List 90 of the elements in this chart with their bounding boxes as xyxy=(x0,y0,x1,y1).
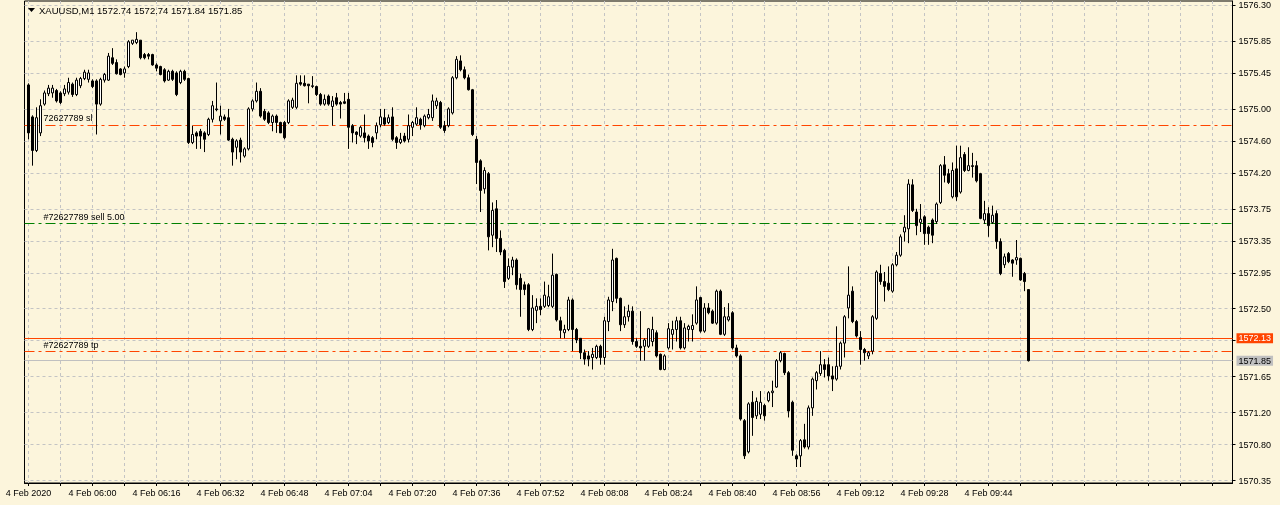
candlestick xyxy=(407,114,410,143)
candlestick xyxy=(867,350,870,360)
candlestick xyxy=(271,114,274,132)
x-tick-label: 4 Feb 07:36 xyxy=(452,487,501,498)
candlestick xyxy=(771,380,774,408)
candlestick xyxy=(195,130,198,150)
ref-line-label: 1571.85 xyxy=(1238,355,1272,366)
y-tick-label: 1572.50 xyxy=(1238,303,1272,314)
candlestick xyxy=(239,137,242,163)
candlestick xyxy=(167,69,170,82)
y-tick-label: 1575.45 xyxy=(1238,67,1272,78)
candlestick xyxy=(431,94,434,122)
x-tick-label: 4 Feb 09:44 xyxy=(964,487,1013,498)
candlestick xyxy=(87,69,90,84)
candlestick xyxy=(671,320,674,351)
candlestick xyxy=(847,265,850,319)
ref-line-label: 72627789 sl xyxy=(43,113,93,124)
candlestick xyxy=(71,82,74,98)
candlestick xyxy=(151,53,154,67)
candlestick xyxy=(199,128,202,150)
candlestick xyxy=(163,67,166,84)
y-tick-label: 1576.30 xyxy=(1238,0,1272,10)
candlestick xyxy=(371,135,374,148)
candlestick xyxy=(667,322,670,351)
x-tick-label: 4 Feb 06:32 xyxy=(196,487,245,498)
candlestick xyxy=(859,330,862,366)
candlestick xyxy=(127,39,130,69)
candlestick xyxy=(219,105,222,135)
y-tick-label: 1572.95 xyxy=(1238,267,1272,278)
ref-line-label: 1572.13 xyxy=(1238,333,1272,344)
candlestick xyxy=(495,199,498,253)
candlestick xyxy=(907,178,910,244)
candlestick xyxy=(587,350,590,367)
candlestick xyxy=(295,74,298,110)
x-tick-label: 4 Feb 07:20 xyxy=(388,487,437,498)
y-tick-label: 1574.20 xyxy=(1238,167,1272,178)
y-tick-label: 1573.75 xyxy=(1238,203,1272,214)
x-tick-label: 4 Feb 08:40 xyxy=(708,487,757,498)
y-tick-label: 1574.60 xyxy=(1238,135,1272,146)
candlestick xyxy=(915,208,918,236)
ref-line-label: #72627789 tp xyxy=(43,339,99,350)
y-tick-label: 1570.80 xyxy=(1238,439,1272,450)
chart-title: XAUUSD,M1 1572.74 1572.74 1571.84 1571.85 xyxy=(39,4,243,16)
x-tick-label: 4 Feb 09:12 xyxy=(836,487,885,498)
x-tick-label: 4 Feb 2020 xyxy=(5,487,52,498)
candlestick xyxy=(691,313,694,343)
x-tick-label: 4 Feb 07:52 xyxy=(516,487,565,498)
candlestick xyxy=(175,70,178,97)
candlestick xyxy=(527,282,530,332)
ref-line-label: #72627789 sell 5.00 xyxy=(43,211,125,222)
y-tick-label: 1573.35 xyxy=(1238,235,1272,246)
candlestick xyxy=(1027,289,1030,362)
candlestick xyxy=(663,353,666,371)
candlestick xyxy=(591,347,594,370)
candlestick xyxy=(75,77,78,97)
y-tick-label: 1571.65 xyxy=(1238,371,1272,382)
y-tick-label: 1570.35 xyxy=(1238,475,1272,486)
candlestick xyxy=(275,114,278,134)
candlestick xyxy=(631,305,634,346)
candlestick xyxy=(67,77,70,96)
y-tick-label: 1575.85 xyxy=(1238,35,1272,46)
candlestick xyxy=(55,88,58,104)
candlestick xyxy=(95,78,98,135)
x-tick-label: 4 Feb 08:56 xyxy=(772,487,821,498)
candlestick xyxy=(259,87,262,119)
x-tick-label: 4 Feb 08:08 xyxy=(580,487,629,498)
y-tick-label: 1571.20 xyxy=(1238,407,1272,418)
candlestick xyxy=(123,66,126,79)
candlestick xyxy=(759,390,762,420)
x-tick-label: 4 Feb 06:48 xyxy=(260,487,309,498)
x-tick-label: 4 Feb 06:16 xyxy=(132,487,181,498)
candlestick xyxy=(639,310,642,362)
candlestick xyxy=(571,297,574,352)
x-tick-label: 4 Feb 09:28 xyxy=(900,487,949,498)
x-tick-label: 4 Feb 07:04 xyxy=(324,487,373,498)
candlestick xyxy=(439,100,442,130)
candlestick xyxy=(399,132,402,145)
y-tick-label: 1575.00 xyxy=(1238,103,1272,114)
candlestick xyxy=(383,108,386,127)
candlestick xyxy=(323,94,326,107)
candlestick xyxy=(955,145,958,202)
x-tick-label: 4 Feb 06:00 xyxy=(68,487,117,498)
candlestick xyxy=(719,289,722,336)
candlestick xyxy=(331,95,334,127)
candlestick xyxy=(487,171,490,251)
candlestick xyxy=(51,84,54,99)
candlestick xyxy=(347,92,350,150)
x-tick-label: 4 Feb 08:24 xyxy=(644,487,693,498)
candlestick xyxy=(107,52,110,82)
candlestick xyxy=(679,316,682,351)
